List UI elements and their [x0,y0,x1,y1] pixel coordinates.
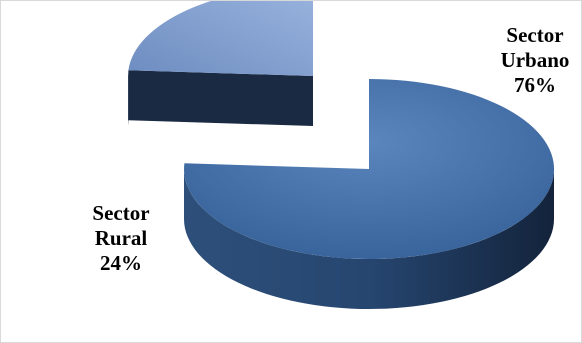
label-rural-pct: 24% [100,251,142,275]
slice-rural [128,1,313,76]
label-urbano-line2: Urbano [500,48,570,72]
slice-urbano [184,79,555,259]
label-urbano-pct: 76% [514,73,556,97]
slice-urbano-side [184,169,554,309]
data-label-rural: Sector Rural 24% [67,201,175,276]
slice-rural-cut-face [128,70,313,126]
label-urbano-line1: Sector [506,23,564,47]
label-rural-line1: Sector [92,201,150,225]
label-rural-line2: Rural [94,226,148,250]
data-label-urbano: Sector Urbano 76% [489,23,581,98]
